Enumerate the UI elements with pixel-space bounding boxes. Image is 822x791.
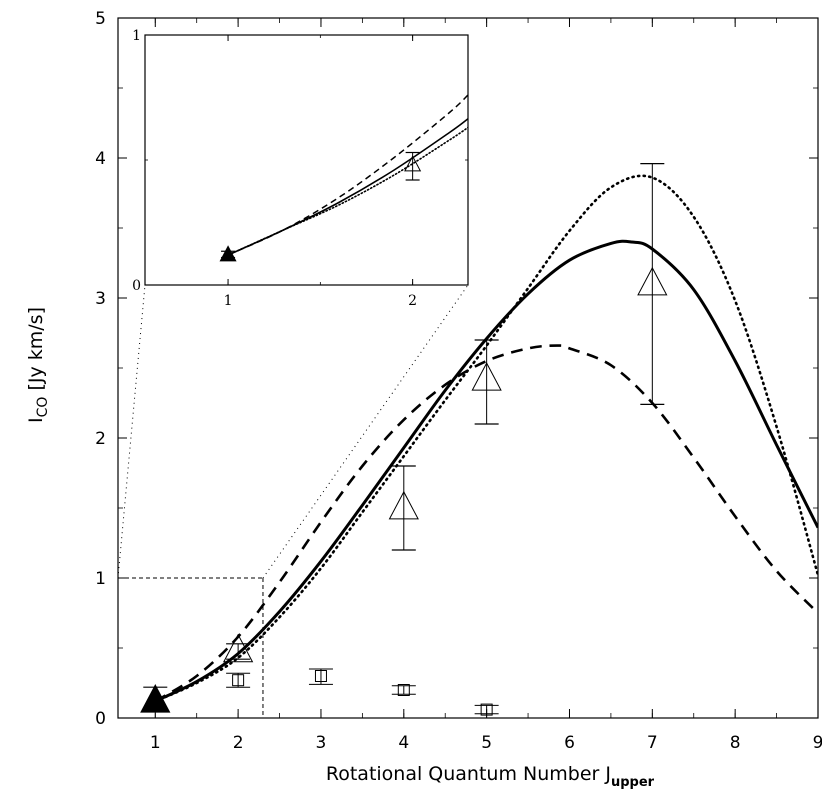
main-x-tick-label: 6 xyxy=(564,733,575,753)
main-x-tick-label: 3 xyxy=(316,733,327,753)
zoom-connector-right xyxy=(262,284,469,579)
y-axis-title-subscript: CO xyxy=(35,397,51,418)
main-x-tick-label: 1 xyxy=(150,733,161,753)
main-x-tick-label: 5 xyxy=(481,733,492,753)
main-y-tick-label: 0 xyxy=(95,709,106,729)
main-plot: 1 2 3 4 5 6 7 8 9 0 1 2 3 4 5 xyxy=(95,9,822,753)
main-data-point-square xyxy=(397,684,410,696)
main-curves xyxy=(154,174,818,703)
main-model-curve-dotted xyxy=(154,174,818,703)
inset-y-tick-label: 0 xyxy=(132,278,141,294)
main-data-point-square xyxy=(480,703,493,716)
main-y-tick-label: 2 xyxy=(95,429,106,449)
inset-curves xyxy=(227,94,468,256)
x-axis-title-subscript: upper xyxy=(611,775,655,790)
inset-data-point-triangle xyxy=(404,155,422,172)
main-data-point-triangle xyxy=(637,266,668,296)
main-model-curve-solid xyxy=(154,239,818,703)
inset-model-curve-dashed xyxy=(227,94,468,256)
main-x-tick-label: 8 xyxy=(730,733,741,753)
main-x-tick-label: 4 xyxy=(398,733,409,753)
inset-x-tick-label: 1 xyxy=(224,293,233,309)
inset-data-point-triangle xyxy=(219,245,237,262)
main-data-point-triangle xyxy=(388,490,419,520)
inset-y-tick-label: 1 xyxy=(132,28,141,44)
zoom-connector-left xyxy=(117,284,146,579)
main-data-point-triangle xyxy=(140,684,171,713)
inset-x-tick-label: 2 xyxy=(408,293,417,309)
main-y-tick-label: 4 xyxy=(95,149,106,169)
main-x-tick-label: 9 xyxy=(813,733,822,753)
main-data-point-triangle xyxy=(222,633,254,663)
x-axis-title-main: Rotational Quantum Number J xyxy=(326,763,611,785)
x-axis-title: Rotational Quantum Number Jupper xyxy=(326,763,655,790)
main-y-tick-label: 5 xyxy=(95,9,106,29)
main-data-point-triangle xyxy=(471,362,502,391)
inset-plot-frame xyxy=(144,34,469,286)
y-axis-title-main: I xyxy=(25,417,47,423)
y-axis-title: ICO [Jy km/s] xyxy=(25,307,51,423)
y-axis-title-unit: [Jy km/s] xyxy=(25,307,47,397)
main-y-tick-label: 1 xyxy=(95,569,106,589)
main-y-tick-label: 3 xyxy=(95,289,106,309)
main-x-tick-label: 2 xyxy=(233,733,244,753)
main-x-tick-label: 7 xyxy=(647,733,658,753)
inset-model-curve-dotted xyxy=(227,126,468,256)
main-model-curve-dashed xyxy=(154,344,818,703)
inset-plot: 1 2 0 1 xyxy=(132,28,469,309)
